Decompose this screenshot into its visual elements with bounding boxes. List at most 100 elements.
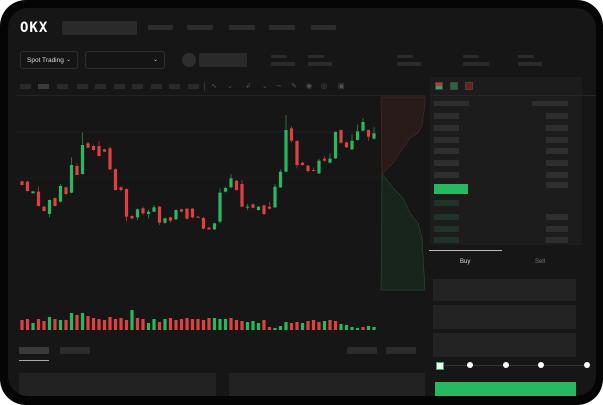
total-input[interactable]: [433, 333, 576, 357]
filter-button[interactable]: [347, 347, 377, 354]
ask-price[interactable]: [434, 148, 459, 154]
candle-body: [361, 122, 365, 131]
settings-icon[interactable]: ◎: [321, 83, 328, 90]
slider-step[interactable]: [538, 362, 544, 368]
chevron-down-icon[interactable]: ⌄: [227, 83, 233, 90]
volume-bar: [53, 319, 57, 330]
search-input[interactable]: [62, 21, 137, 35]
candle: [190, 208, 195, 219]
chevron-down-icon[interactable]: ⌄: [262, 83, 268, 90]
timeframe-button-active[interactable]: [38, 84, 49, 89]
ask-price[interactable]: [434, 137, 459, 143]
draw-icon[interactable]: ↲: [245, 83, 251, 90]
volume-bar: [113, 319, 118, 330]
volume-bar: [289, 323, 294, 330]
orderbook-header-price: [434, 101, 469, 106]
price-input[interactable]: [433, 279, 576, 301]
slider-step[interactable]: [584, 362, 590, 368]
candle: [218, 188, 222, 224]
candle: [278, 169, 283, 188]
instrument-dropdown[interactable]: ⌄: [85, 51, 165, 69]
amount-input[interactable]: [433, 305, 576, 329]
camera-icon[interactable]: ◉: [306, 83, 313, 90]
ask-price[interactable]: [434, 160, 459, 166]
candle-body: [69, 165, 74, 193]
trading-mode-dropdown[interactable]: Spot Trading ⌄: [20, 51, 78, 69]
tab-open-orders[interactable]: [19, 347, 49, 354]
volume-bar: [47, 317, 52, 330]
bid-price[interactable]: [434, 214, 459, 220]
volume-bar: [146, 323, 151, 330]
timeframe-button[interactable]: [95, 84, 106, 89]
depth-bids-area: [380, 173, 426, 291]
volume-bar: [80, 313, 85, 330]
volume-bar: [284, 322, 288, 330]
candle-body: [245, 206, 250, 208]
volume-bar: [361, 327, 365, 330]
tab-sell[interactable]: Sell: [535, 259, 546, 265]
candle-body: [344, 142, 349, 148]
timeframe-button[interactable]: [77, 84, 88, 89]
bid-amount: [546, 226, 568, 232]
tab-order-history[interactable]: [60, 347, 90, 354]
ask-price[interactable]: [434, 125, 459, 131]
indicator-icon[interactable]: ∿: [211, 83, 217, 90]
bid-price[interactable]: [434, 200, 459, 206]
candle-body: [157, 206, 162, 223]
nav-item[interactable]: [311, 25, 336, 30]
volume-bar: [295, 322, 299, 330]
volume-bar: [339, 324, 343, 330]
ask-price[interactable]: [434, 113, 459, 119]
timeframe-button[interactable]: [20, 84, 31, 89]
timeframe-button[interactable]: [57, 84, 68, 89]
leverage-slider-track[interactable]: [438, 365, 588, 366]
nav-item[interactable]: [148, 25, 173, 30]
slider-step[interactable]: [467, 362, 473, 368]
volume-bar: [201, 320, 206, 330]
candlestick-chart[interactable]: [8, 8, 596, 396]
candle: [311, 167, 316, 172]
timeframe-button[interactable]: [169, 84, 180, 89]
candle-body: [366, 130, 371, 137]
volume-bar: [179, 319, 184, 330]
slider-step[interactable]: [503, 362, 509, 368]
volume-bar: [207, 318, 211, 330]
filter-button[interactable]: [386, 347, 416, 354]
timeframe-button[interactable]: [132, 84, 143, 89]
line-icon[interactable]: ∼: [276, 83, 282, 90]
ask-price[interactable]: [434, 172, 459, 178]
timeframe-button[interactable]: [114, 84, 125, 89]
stat-label: [308, 55, 324, 58]
candle-body: [91, 146, 96, 150]
volume-bar: [141, 319, 145, 330]
nav-item[interactable]: [229, 25, 255, 30]
orderbook-buy-icon[interactable]: [450, 82, 458, 90]
bid-price[interactable]: [434, 226, 459, 232]
ruler-icon[interactable]: ✎: [291, 83, 297, 90]
volume-bar: [42, 321, 46, 330]
timeframe-button[interactable]: [188, 84, 199, 89]
nav-item[interactable]: [187, 25, 213, 30]
volume-bar: [273, 328, 277, 330]
okx-logo[interactable]: OKX: [20, 20, 49, 36]
volume-bar: [212, 318, 217, 330]
buy-button[interactable]: [435, 382, 576, 396]
candle: [201, 216, 206, 230]
leverage-slider-handle[interactable]: [436, 362, 444, 370]
candle-body: [58, 186, 63, 202]
timeframe-button[interactable]: [151, 84, 162, 89]
tab-buy[interactable]: Buy: [460, 259, 471, 265]
volume-bar: [75, 315, 79, 330]
orderbook-sell-icon[interactable]: [465, 82, 473, 90]
orderbook-both-icon[interactable]: [435, 82, 443, 90]
fullscreen-icon[interactable]: ▣: [338, 83, 345, 90]
candle-body: [64, 187, 68, 194]
nav-item[interactable]: [269, 25, 295, 30]
bid-price[interactable]: [434, 237, 459, 243]
stat-label: [518, 55, 534, 58]
candle: [333, 131, 338, 159]
candle-body: [223, 188, 228, 192]
candle-body: [317, 160, 321, 174]
volume-bar: [119, 318, 123, 330]
ask-amount: [546, 113, 568, 119]
